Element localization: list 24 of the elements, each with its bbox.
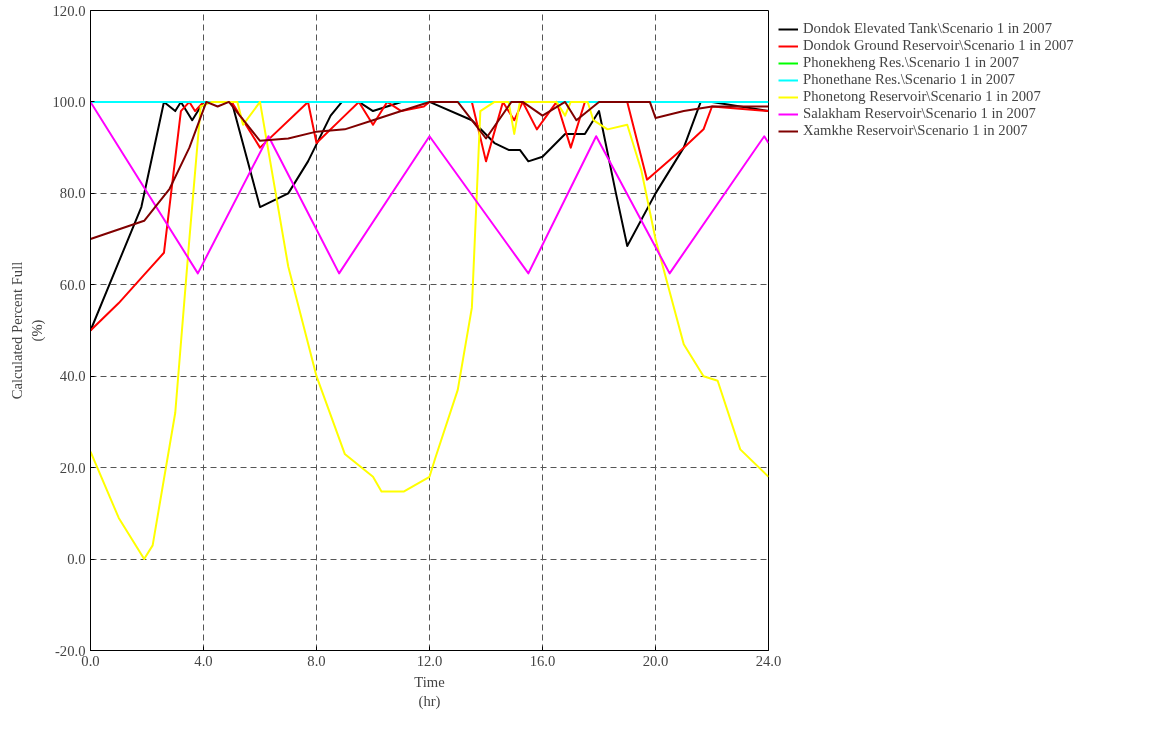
y-tick-label: 120.0: [52, 2, 86, 19]
x-tick-label: 16.0: [529, 652, 556, 669]
legend-label: Phonethane Res.\Scenario 1 in 2007: [803, 71, 1016, 88]
x-axis-title: Time (hr): [414, 673, 445, 710]
legend-label: Dondok Elevated Tank\Scenario 1 in 2007: [803, 20, 1053, 37]
line-series: [90, 100, 769, 275]
y-tick-label: 60.0: [59, 276, 86, 293]
legend-label: Phonekheng Res.\Scenario 1 in 2007: [803, 54, 1020, 71]
x-tick-label: 12.0: [416, 652, 443, 669]
x-tick-label: 4.0: [194, 652, 213, 669]
legend-label: Phonetong Reservoir\Scenario 1 in 2007: [803, 88, 1041, 105]
y-tick-label: 0.0: [67, 551, 86, 568]
y-tick-label: 100.0: [52, 93, 86, 110]
x-tick-label: 24.0: [755, 652, 782, 669]
legend-label: Dondok Ground Reservoir\Scenario 1 in 2007: [803, 37, 1074, 54]
y-tick-label: 80.0: [59, 185, 86, 202]
y-tick-label: 40.0: [59, 368, 86, 385]
x-tick-label: 20.0: [642, 652, 669, 669]
line-series: [90, 100, 769, 241]
y-axis-title: Calculated Percent Full (%): [9, 261, 46, 400]
legend-label: Salakham Reservoir\Scenario 1 in 2007: [803, 105, 1036, 122]
legend-label: Xamkhe Reservoir\Scenario 1 in 2007: [803, 122, 1028, 139]
y-tick-label: 20.0: [59, 459, 86, 476]
x-tick-label: 8.0: [307, 652, 326, 669]
